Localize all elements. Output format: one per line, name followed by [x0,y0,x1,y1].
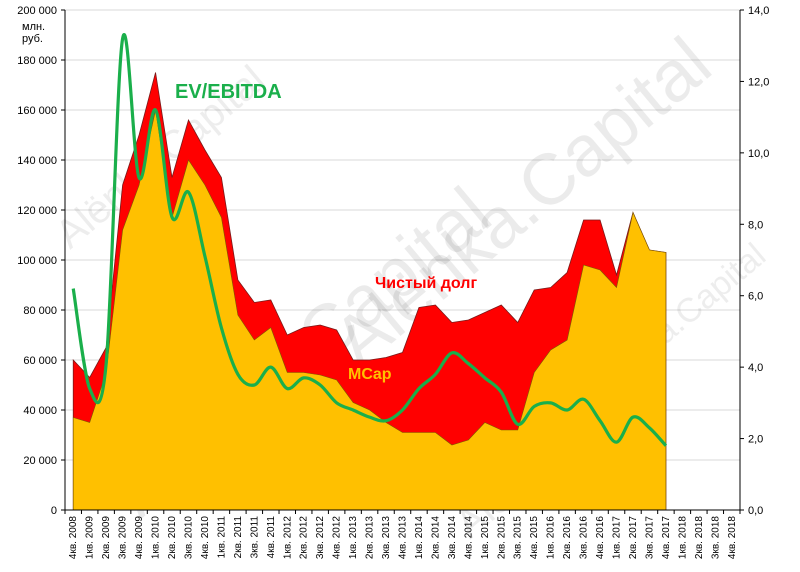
x-tick-labels: 4кв. 2008 1кв. 2009 2кв. 2009 3кв. 2009 4кв.… [68,516,738,559]
axes [61,9,744,514]
x-tick-label: 4кв. 2009 [134,516,145,559]
y-left-tick-label: 140 000 [17,155,57,167]
y-left-tick-label: 80 000 [23,305,57,317]
y-right-tick-label: 12,0 [748,76,769,88]
y-left-tick-label: 180 000 [17,55,57,67]
x-tick-label: 4кв. 2010 [200,516,211,559]
ev-ebitda-label: EV/EBITDA [175,81,282,103]
x-tick-label: 2кв. 2017 [628,516,639,559]
x-tick-label: 2кв. 2010 [167,516,178,559]
line-series [71,33,668,447]
x-tick-label: 4кв. 2013 [398,516,409,559]
y-left-tick-label: 40 000 [23,405,57,417]
x-tick-label: 1кв. 2017 [612,516,623,559]
x-tick-label: 2кв. 2015 [496,516,507,559]
y-left-unit-line1: млн. руб. [22,21,45,45]
x-tick-label: 4кв. 2015 [529,516,540,559]
x-tick-label: 2кв. 2011 [233,516,244,559]
x-tick-label: 4кв. 2011 [266,516,277,559]
y-left-tick-label: 60 000 [23,355,57,367]
x-tick-label: 1кв. 2012 [282,516,293,559]
x-tick-label: 4кв. 2014 [463,516,474,559]
y-right-tick-label: 4,0 [748,362,763,374]
x-tick-label: 1кв. 2011 [216,516,227,559]
x-tick-label: 1кв. 2013 [348,516,359,559]
y-right-tick-label: 0,0 [748,505,763,517]
net-debt-label: Чистый долг [375,275,477,292]
y-left-tick-label: 160 000 [17,105,57,117]
x-tick-label: 4кв. 2017 [661,516,672,559]
ev-ebitda-line [71,33,668,447]
y-right-tick-label: 2,0 [748,434,763,446]
x-tick-label: 1кв. 2010 [151,516,162,559]
x-tick-label: 2кв. 2016 [562,516,573,559]
x-tick-label: 4кв. 2012 [332,516,343,559]
x-tick-label: 3кв. 2016 [579,516,590,559]
x-tick-label: 4кв. 2018 [727,516,738,559]
y-left-tick-label: 120 000 [17,205,57,217]
x-tick-label: 1кв. 2018 [677,516,688,559]
y-right-tick-label: 8,0 [748,219,763,231]
mcap-label: MCap [348,366,392,383]
x-tick-label: 3кв. 2014 [447,516,458,559]
x-tick-label: 3кв. 2010 [183,516,194,559]
x-tick-label: 2кв. 2013 [365,516,376,559]
y-left-tick-label: 100 000 [17,255,57,267]
y-left-tick-label: 0 [51,505,57,517]
y-right-tick-label: 14,0 [748,5,769,17]
x-tick-label: 3кв. 2013 [381,516,392,559]
x-tick-label: 3кв. 2012 [315,516,326,559]
x-tick-label: 1кв. 2014 [414,516,425,559]
x-tick-label: 3кв. 2017 [644,516,655,559]
x-tick-label: 2кв. 2018 [694,516,705,559]
y-left-tick-labels: 0 20 000 40 000 60 000 80 000 100 000 120 000 1… [17,5,57,517]
y-left-unit-part: млн. [22,21,45,33]
x-tick-label: 3кв. 2011 [249,516,260,559]
x-tick-label: 4кв. 2016 [595,516,606,559]
y-left-tick-label: 200 000 [17,5,57,17]
x-tick-label: 3кв. 2015 [513,516,524,559]
x-tick-label: 2кв. 2012 [299,516,310,559]
x-tick-label: 4кв. 2008 [68,516,79,559]
x-tick-label: 1кв. 2016 [546,516,557,559]
y-right-tick-label: 10,0 [748,148,769,160]
x-tick-label: 3кв. 2009 [118,516,129,559]
x-tick-label: 3кв. 2018 [710,516,721,559]
x-tick-label: 2кв. 2009 [101,516,112,559]
y-left-tick-label: 20 000 [23,455,57,467]
x-tick-label: 1кв. 2015 [480,516,491,559]
x-tick-label: 1кв. 2009 [85,516,96,559]
y-left-unit-part: руб. [22,33,43,45]
y-right-tick-labels: 0,0 2,0 4,0 6,0 8,0 10,0 12,0 14,0 [748,5,769,517]
y-right-tick-label: 6,0 [748,291,763,303]
x-tick-label: 2кв. 2014 [430,516,441,559]
